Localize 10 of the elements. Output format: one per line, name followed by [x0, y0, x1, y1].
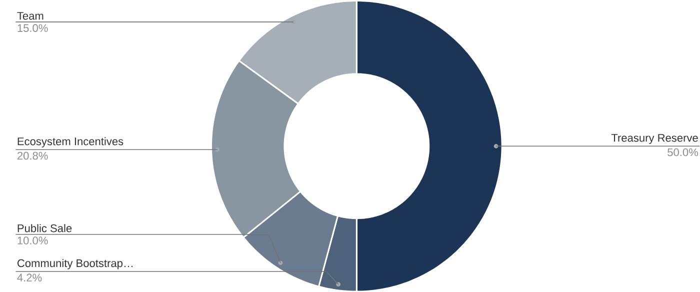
data-label: 10.0%	[18, 236, 48, 244]
data-label: 4.2%	[17, 274, 42, 282]
slice-label: Team	[17, 12, 44, 20]
data-label: 20.8%	[17, 152, 48, 160]
data-label: 15.0%	[18, 24, 48, 32]
slice-label: Treasury Reserve	[611, 134, 698, 144]
data-label: 50.0%	[668, 148, 698, 156]
slice-label: Ecosystem Incentives	[18, 137, 124, 148]
slice-label: Public Sale	[18, 224, 72, 232]
slice-label: Community Bootstrap…	[17, 258, 132, 270]
